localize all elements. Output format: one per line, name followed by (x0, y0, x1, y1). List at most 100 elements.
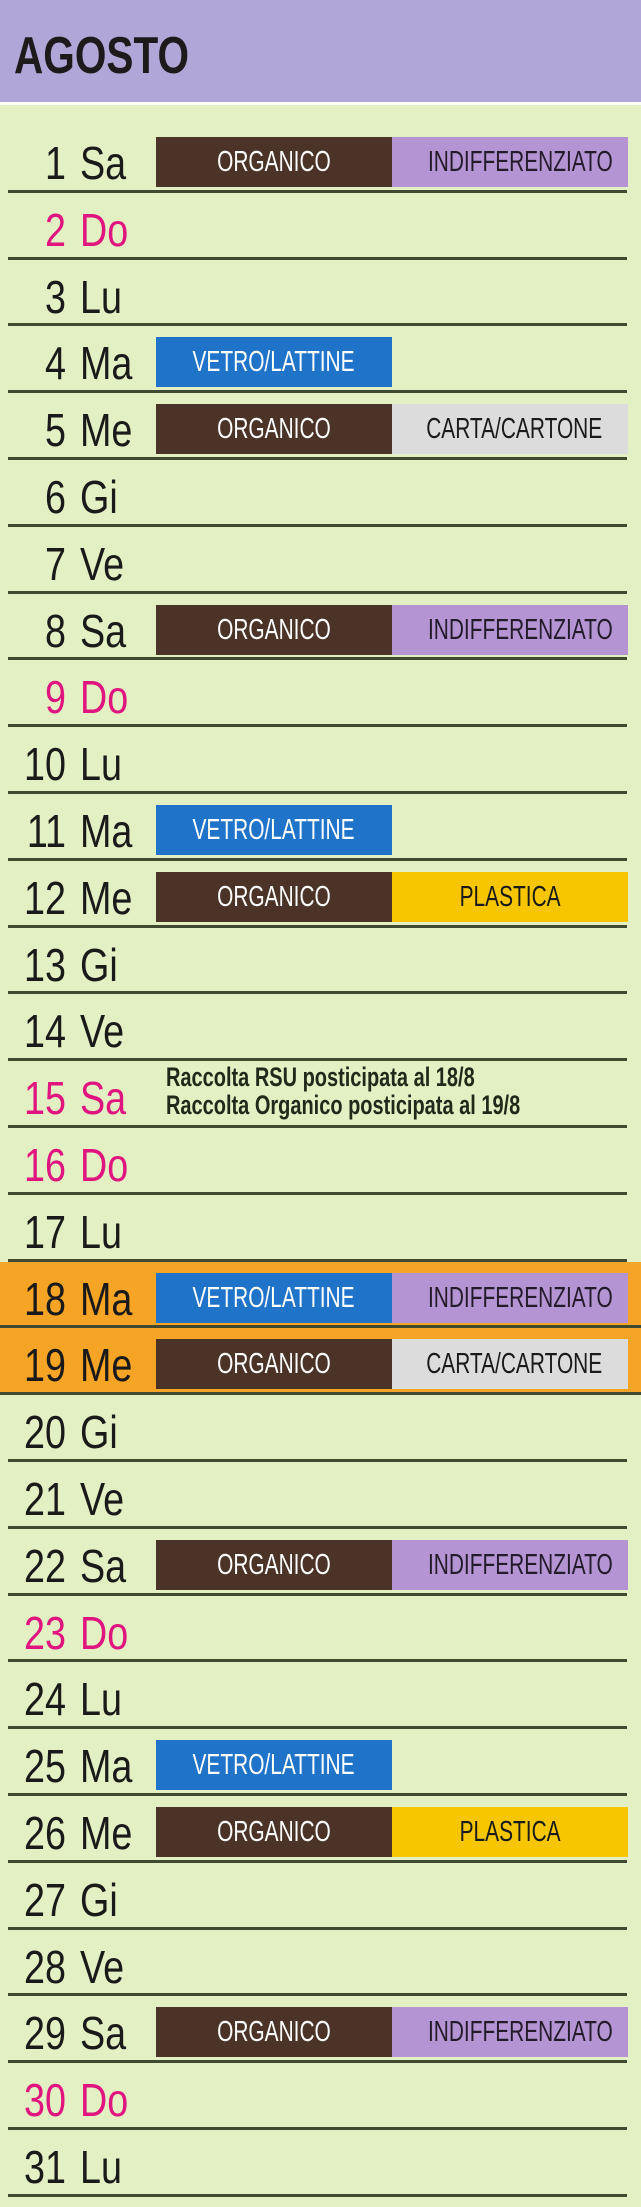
day-row: 30 Do (8, 2063, 627, 2130)
note-line: Raccolta Organico posticipata al 19/8 (166, 1090, 521, 1121)
day-name: Gi (80, 1873, 118, 1926)
day-name: Do (80, 1138, 129, 1191)
day-row: 15 Sa Raccolta RSU posticipata al 18/8 Racc… (8, 1061, 627, 1128)
badge-label: ORGANICO (217, 1348, 331, 1381)
day-number: 18 (24, 1272, 66, 1325)
day-name: Ma (80, 1272, 133, 1325)
month-title: AGOSTO (14, 27, 190, 85)
day-name: Lu (80, 1673, 122, 1726)
day-name: Ve (80, 537, 125, 590)
day-number: 16 (24, 1138, 66, 1191)
day-number: 8 (45, 604, 66, 657)
day-name: Gi (80, 1406, 118, 1459)
badge-label: ORGANICO (217, 146, 331, 178)
day-row: 7 Ve (8, 527, 627, 594)
day-name: Sa (80, 1072, 127, 1125)
day-row: 11 Ma VETRO/LATTINE (8, 794, 627, 861)
badge-label: INDIFFERENZIATO (427, 613, 613, 646)
day-row: 18 Ma VETRO/LATTINE INDIFFERENZIATO (0, 1261, 641, 1329)
badge-label: ORGANICO (217, 2016, 331, 2049)
collection-vetro-lattine-badge: VETRO/LATTINE (156, 1272, 392, 1323)
day-number: 14 (24, 1005, 66, 1058)
day-name: Me (80, 871, 133, 924)
day-number: 22 (24, 1539, 66, 1592)
day-row: 13 Gi (8, 928, 627, 995)
day-row: 5 Me ORGANICO CARTA/CARTONE (8, 393, 628, 460)
day-row: 2 Do (8, 193, 627, 260)
collection-indifferenziato-badge: INDIFFERENZIATO (392, 1272, 628, 1323)
day-row: 28 Ve (8, 1930, 627, 1997)
badge-label: INDIFFERENZIATO (427, 1548, 613, 1581)
collection-indifferenziato-badge: INDIFFERENZIATO (392, 604, 628, 655)
day-name: Me (80, 404, 133, 457)
day-row: 6 Gi (8, 460, 627, 527)
collection-organico-badge: ORGANICO (156, 871, 392, 922)
day-name: Ve (80, 1472, 125, 1525)
day-name: Do (80, 1606, 129, 1659)
day-row: 4 Ma VETRO/LATTINE (8, 326, 627, 394)
day-name: Do (80, 203, 129, 256)
badge-label: INDIFFERENZIATO (427, 1281, 613, 1314)
day-number: 2 (45, 203, 66, 256)
badge-label: ORGANICO (217, 613, 331, 646)
badge-label: VETRO/LATTINE (192, 1281, 356, 1314)
day-number: 5 (45, 404, 66, 457)
day-list: 1 Sa ORGANICO INDIFFERENZIATO 2 Do 3 Lu 4 Ma VETRO… (0, 126, 641, 2197)
collection-carta-cartone-badge: CARTA/CARTONE (392, 1339, 628, 1390)
collection-organico-badge: ORGANICO (156, 604, 392, 655)
day-row: 27 Gi (8, 1863, 627, 1930)
day-number: 21 (24, 1472, 66, 1525)
day-name: Lu (80, 738, 122, 791)
day-number: 9 (45, 671, 66, 724)
badge-label: VETRO/LATTINE (192, 1749, 356, 1782)
day-number: 4 (45, 337, 66, 390)
badge-label: INDIFFERENZIATO (427, 2016, 613, 2049)
day-name: Ve (80, 1940, 125, 1993)
badge-label: VETRO/LATTINE (192, 346, 356, 379)
day-name: Gi (80, 938, 118, 991)
day-number: 3 (45, 270, 66, 323)
day-row: 20 Gi (8, 1395, 627, 1462)
day-name: Sa (80, 137, 127, 189)
day-name: Do (80, 671, 129, 724)
day-name: Sa (80, 1539, 127, 1592)
day-number: 23 (24, 1606, 66, 1659)
badge-label: ORGANICO (217, 413, 331, 446)
day-row: 31 Lu (8, 2130, 627, 2197)
day-number: 7 (45, 537, 66, 590)
day-row: 16 Do (8, 1128, 627, 1195)
collection-plastica-badge: PLASTICA (392, 1806, 628, 1857)
day-name: Lu (80, 1205, 122, 1258)
day-name: Do (80, 2074, 129, 2127)
collection-organico-badge: ORGANICO (156, 404, 392, 455)
collection-vetro-lattine-badge: VETRO/LATTINE (156, 804, 392, 855)
day-row: 9 Do (8, 660, 627, 728)
badge-label: PLASTICA (459, 1815, 561, 1848)
collection-indifferenziato-badge: INDIFFERENZIATO (392, 2007, 628, 2058)
badge-label: ORGANICO (217, 1815, 331, 1848)
day-row: 22 Sa ORGANICO INDIFFERENZIATO (8, 1529, 628, 1596)
day-name: Ma (80, 337, 133, 390)
collection-vetro-lattine-badge: VETRO/LATTINE (156, 337, 392, 388)
day-number: 17 (24, 1205, 66, 1258)
badge-label: CARTA/CARTONE (426, 413, 603, 446)
badge-label: CARTA/CARTONE (426, 1348, 603, 1381)
collection-vetro-lattine-badge: VETRO/LATTINE (156, 1740, 392, 1791)
day-number: 13 (24, 938, 66, 991)
day-name: Me (80, 1339, 133, 1392)
day-number: 30 (24, 2074, 66, 2127)
collection-carta-cartone-badge: CARTA/CARTONE (392, 404, 628, 455)
collection-organico-badge: ORGANICO (156, 137, 392, 187)
day-number: 20 (24, 1406, 66, 1459)
day-name: Gi (80, 470, 118, 523)
day-number: 6 (45, 470, 66, 523)
collection-organico-badge: ORGANICO (156, 2007, 392, 2058)
day-row: 12 Me ORGANICO PLASTICA (8, 861, 628, 928)
day-number: 19 (24, 1339, 66, 1392)
day-number: 12 (24, 871, 66, 924)
day-number: 24 (24, 1673, 66, 1726)
day-name: Me (80, 1806, 133, 1859)
day-number: 29 (24, 2007, 66, 2060)
day-row: 10 Lu (8, 727, 627, 794)
day-number: 11 (26, 804, 67, 857)
